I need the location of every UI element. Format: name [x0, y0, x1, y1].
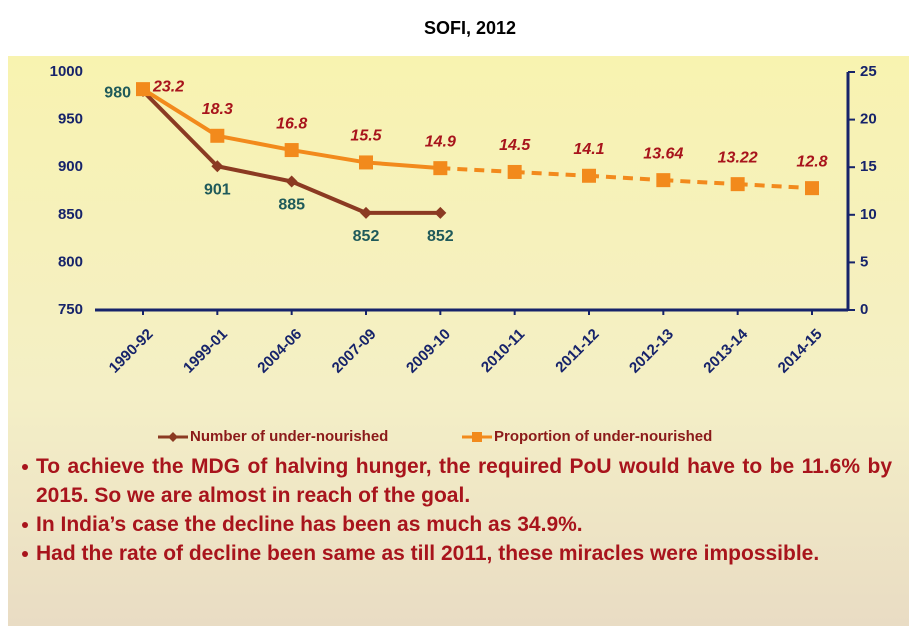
data-label: 852	[353, 228, 380, 245]
legend-marker	[168, 432, 178, 442]
x-tick-label: 1999-01	[180, 326, 231, 377]
line-segment	[141, 89, 219, 168]
y2-tick-label: 0	[860, 301, 868, 318]
data-label: 14.5	[499, 137, 531, 154]
x-tick-label: 2011-12	[552, 326, 602, 376]
marker	[434, 206, 447, 219]
line-segment	[737, 182, 813, 191]
marker	[730, 177, 745, 192]
marker	[136, 82, 150, 97]
chart-title: SOFI, 2012	[424, 18, 516, 38]
x-tick-label: 2009-10	[403, 326, 454, 377]
x-tick-label: 2004-06	[254, 326, 305, 377]
bullet-list: To achieve the MDG of halving hunger, th…	[20, 452, 892, 568]
y2-tick-label: 5	[860, 253, 868, 270]
data-label: 14.9	[425, 133, 456, 150]
x-tick-label: 2010-11	[478, 326, 528, 376]
marker	[210, 128, 225, 143]
x-tick-label: 2013-14	[700, 325, 751, 376]
y2-tick-label: 20	[860, 111, 877, 128]
marker	[359, 155, 373, 170]
bullet: Had the rate of decline been same as til…	[20, 539, 892, 568]
data-label: 15.5	[350, 128, 382, 145]
marker	[211, 160, 224, 173]
x-tick-label: 2007-09	[329, 326, 380, 377]
line-segment	[291, 148, 367, 165]
data-label: 885	[278, 197, 305, 214]
x-tick-label: 2012-13	[626, 326, 677, 377]
data-label: 12.8	[796, 153, 827, 170]
bullet-text: Had the rate of decline been same as til…	[36, 542, 820, 565]
slide-background	[8, 56, 909, 626]
line-segment	[141, 87, 219, 138]
data-label: 23.2	[152, 78, 184, 95]
marker	[805, 181, 819, 196]
line-segment	[514, 169, 590, 178]
data-label: 13.64	[643, 145, 683, 162]
bullet-dot	[22, 522, 28, 528]
data-label: 980	[104, 84, 131, 101]
marker	[507, 164, 522, 179]
marker	[433, 161, 448, 176]
line-segment	[663, 178, 738, 187]
y-tick-label: 750	[58, 301, 83, 318]
bullet-dot	[22, 464, 28, 470]
data-label: 16.8	[276, 115, 307, 132]
data-label: 13.22	[718, 149, 758, 166]
data-label: 18.3	[202, 101, 233, 118]
line-segment	[216, 164, 293, 184]
line-segment	[290, 179, 367, 215]
legend-label: Proportion of under-nourished	[494, 428, 712, 445]
marker	[284, 143, 299, 158]
legend-label: Number of under-nourished	[190, 428, 388, 445]
marker	[285, 175, 298, 188]
data-label: 852	[427, 228, 454, 245]
data-label: 14.1	[573, 141, 604, 158]
line-segment	[216, 133, 293, 153]
y2-tick-label: 10	[860, 206, 877, 223]
legend-marker	[472, 432, 482, 442]
y2-tick-label: 15	[860, 158, 877, 175]
y-tick-label: 900	[58, 158, 83, 175]
y-tick-label: 850	[58, 206, 83, 223]
x-tick-label: 2014-15	[775, 326, 826, 377]
y-tick-label: 1000	[50, 63, 83, 80]
line-segment	[588, 173, 664, 183]
bullet-text: In India’s case the decline has been as …	[36, 513, 583, 536]
bullet: In India’s case the decline has been as …	[20, 510, 892, 539]
marker	[656, 173, 671, 188]
y2-tick-label: 25	[860, 63, 877, 80]
bullet: To achieve the MDG of halving hunger, th…	[20, 452, 892, 510]
marker	[582, 168, 596, 183]
line-segment	[365, 160, 441, 171]
bullet-text: To achieve the MDG of halving hunger, th…	[36, 455, 892, 507]
x-tick-label: 1990-92	[106, 326, 157, 377]
y-tick-label: 800	[58, 253, 83, 270]
line-segment	[440, 166, 515, 174]
bullet-dot	[22, 551, 28, 557]
marker	[360, 206, 372, 219]
data-label: 901	[204, 181, 231, 198]
y-tick-label: 950	[58, 111, 83, 128]
